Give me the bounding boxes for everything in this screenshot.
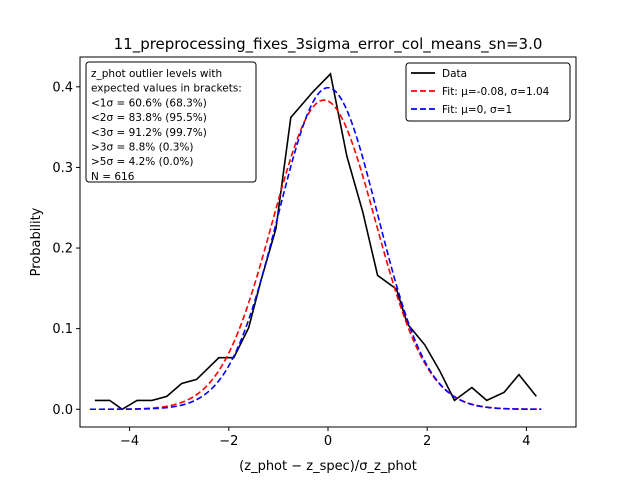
info-line: >3σ = 8.8% (0.3%) [91, 142, 194, 154]
legend-label: Fit: μ=0, σ=1 [442, 104, 512, 116]
x-tick-label: 2 [423, 434, 431, 449]
info-line: <2σ = 83.8% (95.5%) [91, 112, 207, 124]
y-tick-label: 0.4 [52, 80, 73, 95]
x-axis: −4 −2 0 2 4 [120, 427, 531, 449]
plot-area [89, 72, 542, 411]
series-line-2 [89, 86, 542, 411]
info-line: expected values in brackets: [91, 83, 242, 95]
x-tick-label: 4 [522, 434, 530, 449]
x-tick-label: −4 [120, 434, 139, 449]
outlier-info-box: z_phot outlier levels with expected valu… [85, 61, 257, 183]
chart-title: 11_preprocessing_fixes_3sigma_error_col_… [114, 35, 543, 54]
legend-label: Fit: μ=-0.08, σ=1.04 [442, 86, 550, 98]
y-axis: 0.0 0.1 0.2 0.3 0.4 [52, 80, 80, 418]
info-line: >5σ = 4.2% (0.0%) [91, 156, 194, 168]
info-line: z_phot outlier levels with [91, 68, 222, 80]
legend: Data Fit: μ=-0.08, σ=1.04 Fit: μ=0, σ=1 [405, 62, 571, 122]
y-tick-label: 0.0 [52, 403, 73, 418]
series-line-1 [89, 99, 542, 411]
y-tick-label: 0.3 [52, 161, 73, 176]
info-line: N = 616 [91, 171, 135, 183]
legend-frame [405, 62, 571, 122]
y-tick-label: 0.2 [52, 242, 73, 257]
info-line: <1σ = 60.6% (68.3%) [91, 97, 207, 109]
info-box-frame [85, 61, 257, 183]
x-tick-label: −2 [219, 434, 238, 449]
y-axis-label: Probability [29, 207, 44, 276]
info-line: <3σ = 91.2% (99.7%) [91, 127, 207, 139]
x-tick-label: 0 [324, 434, 332, 449]
y-tick-label: 0.1 [52, 322, 73, 337]
x-axis-label: (z_phot − z_spec)/σ_z_phot [239, 459, 417, 474]
legend-label: Data [442, 68, 467, 80]
